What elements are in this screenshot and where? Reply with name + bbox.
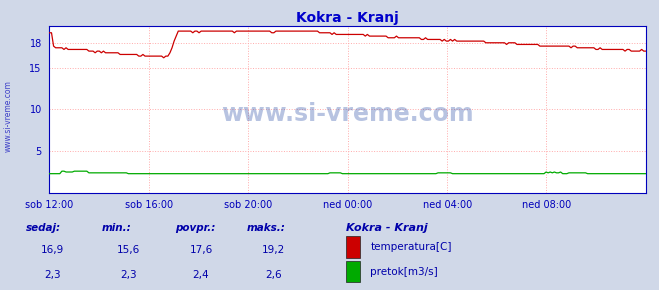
Text: 2,6: 2,6	[265, 270, 282, 280]
Text: 2,3: 2,3	[44, 270, 61, 280]
Bar	[346, 236, 360, 258]
Bar	[346, 261, 360, 282]
Text: www.si-vreme.com: www.si-vreme.com	[3, 80, 13, 152]
Text: 15,6: 15,6	[117, 245, 140, 255]
Text: www.si-vreme.com: www.si-vreme.com	[221, 102, 474, 126]
Text: 19,2: 19,2	[262, 245, 285, 255]
Text: temperatura[C]: temperatura[C]	[370, 242, 452, 252]
Text: Kokra - Kranj: Kokra - Kranj	[346, 223, 428, 233]
Text: 2,3: 2,3	[120, 270, 137, 280]
Text: min.:: min.:	[102, 223, 132, 233]
Text: 16,9: 16,9	[41, 245, 65, 255]
Text: povpr.:: povpr.:	[175, 223, 215, 233]
Text: 17,6: 17,6	[189, 245, 213, 255]
Title: Kokra - Kranj: Kokra - Kranj	[297, 11, 399, 25]
Text: maks.:: maks.:	[247, 223, 286, 233]
Text: sedaj:: sedaj:	[26, 223, 61, 233]
Text: 2,4: 2,4	[192, 270, 210, 280]
Text: pretok[m3/s]: pretok[m3/s]	[370, 267, 438, 277]
